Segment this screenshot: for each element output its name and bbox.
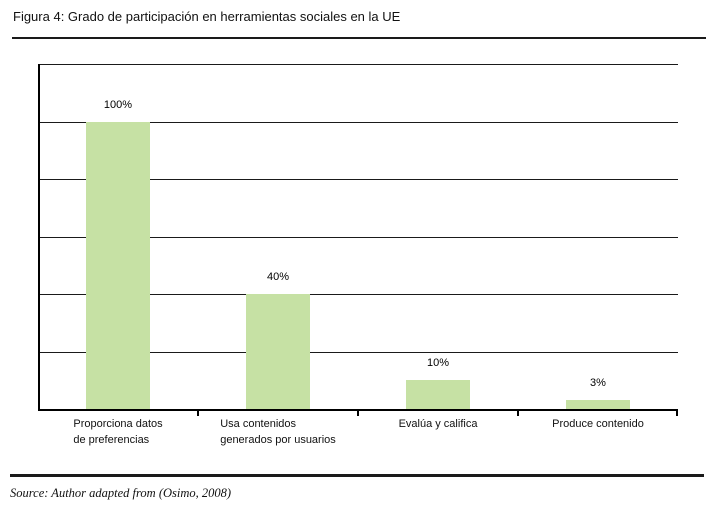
- x-axis-category-labels: Proporciona datos de preferencias Usa con…: [38, 416, 678, 448]
- bar-value-label: 40%: [266, 271, 290, 283]
- x-axis-tick: [517, 411, 519, 416]
- category-slot: Proporciona datos de preferencias: [38, 416, 198, 448]
- bar-value-label: 3%: [590, 377, 606, 390]
- category-label: Produce contenido: [552, 418, 644, 430]
- x-axis-line: [38, 409, 678, 411]
- bar-value-label: 100%: [103, 98, 133, 111]
- x-axis-tick: [676, 411, 678, 416]
- y-axis-line: [38, 64, 40, 411]
- figure-title: Figura 4: Grado de participación en herr…: [13, 9, 401, 24]
- category-slot: Usa contenidos generados por usuarios: [198, 416, 358, 448]
- gridline: [38, 294, 678, 295]
- bar: [246, 294, 310, 409]
- category-slot: Evalúa y califica: [358, 416, 518, 448]
- x-axis-tick: [197, 411, 199, 416]
- gridline: [38, 179, 678, 180]
- gridline: [38, 351, 678, 353]
- bar-chart-plot-area: 100% 40% 10% 3%: [38, 64, 678, 416]
- gridline: [38, 236, 678, 238]
- x-axis-tick: [357, 411, 359, 416]
- source-caption: Source: Author adapted from (Osimo, 2008…: [10, 486, 232, 500]
- category-label: Evalúa y califica: [398, 418, 478, 430]
- bar: [406, 380, 470, 409]
- gridline: [38, 64, 678, 65]
- category-label: Proporciona datos de preferencias: [73, 418, 163, 446]
- title-rule: [12, 37, 706, 39]
- bar-value-label: 10%: [426, 357, 450, 370]
- gridline: [38, 121, 678, 123]
- category-label: Usa contenidos generados por usuarios: [220, 418, 336, 446]
- bar: [86, 121, 150, 409]
- source-rule: [10, 474, 704, 477]
- bar: [566, 400, 630, 409]
- category-slot: Produce contenido: [518, 416, 678, 448]
